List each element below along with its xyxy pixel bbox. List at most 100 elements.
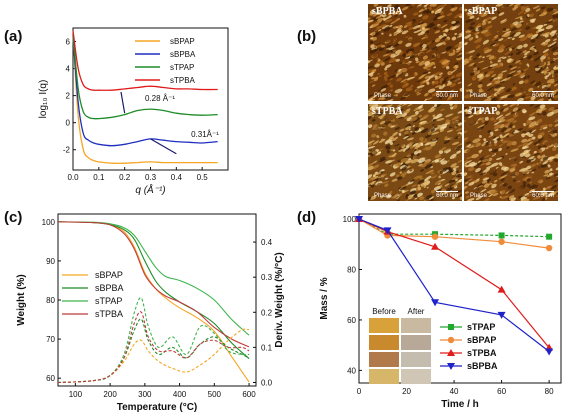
afm-grain xyxy=(472,138,481,144)
afm-image-sbpap: sBPAP Phase 60.0 nm xyxy=(464,4,558,101)
afm-grain xyxy=(379,24,387,29)
afm-grain xyxy=(404,116,410,120)
afm-grain xyxy=(442,167,448,172)
afm-grain xyxy=(470,109,477,113)
afm-grain xyxy=(495,114,504,120)
afm-grain xyxy=(368,110,371,113)
afm-grain xyxy=(493,124,502,130)
legend-label: sBPAP xyxy=(170,37,195,46)
afm-grain xyxy=(406,13,410,18)
afm-grain xyxy=(551,46,558,52)
panel-label-c: (c) xyxy=(4,209,23,226)
afm-grain xyxy=(519,62,522,65)
afm-grain xyxy=(411,131,417,135)
afm-grain xyxy=(515,157,522,163)
afm-grain xyxy=(457,110,462,114)
afm-grain xyxy=(427,119,433,124)
afm-grain xyxy=(379,14,384,17)
afm-grain xyxy=(466,89,471,92)
x-tick-label: 0.0 xyxy=(67,173,79,182)
afm-grain xyxy=(393,160,396,162)
afm-grain xyxy=(368,115,372,121)
afm-grain xyxy=(554,57,558,60)
afm-grain xyxy=(427,71,431,74)
afm-grain xyxy=(540,124,549,129)
afm-grain xyxy=(417,23,427,28)
afm-grain xyxy=(422,43,427,48)
afm-grain xyxy=(418,75,425,80)
afm-grain xyxy=(470,184,477,188)
afm-grain xyxy=(415,60,420,64)
afm-grain xyxy=(510,66,518,70)
afm-grain xyxy=(451,115,460,121)
inset-photo-after-4 xyxy=(401,369,431,384)
annotation-arrow xyxy=(150,138,177,155)
afm-grain xyxy=(479,155,486,161)
afm-grain xyxy=(378,75,382,77)
afm-grain xyxy=(527,51,535,56)
afm-grain xyxy=(481,21,487,26)
afm-grain xyxy=(486,82,492,87)
afm-grain xyxy=(478,4,487,8)
afm-grain xyxy=(445,38,449,41)
afm-grain xyxy=(486,95,492,99)
afm-grain xyxy=(504,122,510,128)
afm-grain xyxy=(485,165,495,169)
afm-grain xyxy=(468,166,475,172)
afm-grain xyxy=(384,67,388,71)
afm-grain xyxy=(451,20,456,24)
afm-grain xyxy=(469,15,475,20)
afm-grain xyxy=(368,111,375,117)
afm-grain xyxy=(433,16,439,21)
afm-grain xyxy=(413,78,419,83)
legend-marker-sTPAP xyxy=(448,324,454,330)
afm-grain xyxy=(539,104,546,109)
afm-grain xyxy=(456,98,461,101)
afm-grain xyxy=(500,166,508,170)
afm-grain xyxy=(476,161,483,166)
afm-grain xyxy=(493,138,497,141)
afm-grain xyxy=(454,62,459,66)
afm-grain xyxy=(555,174,558,178)
afm-grain xyxy=(435,145,442,149)
afm-grain xyxy=(403,135,409,139)
afm-grain xyxy=(418,141,423,144)
afm-grain xyxy=(375,5,383,10)
afm-grain xyxy=(534,104,541,109)
afm-grain xyxy=(423,99,428,101)
plot-frame xyxy=(57,213,257,387)
afm-grain xyxy=(543,174,549,177)
afm-grain xyxy=(381,25,390,30)
afm-grain xyxy=(464,160,469,164)
afm-grain xyxy=(388,74,396,80)
afm-grain xyxy=(527,13,530,18)
afm-grain xyxy=(377,17,384,23)
afm-grain xyxy=(555,167,558,171)
afm-grain xyxy=(382,14,387,18)
afm-grain xyxy=(523,79,529,84)
afm-grain xyxy=(523,50,531,56)
afm-grain xyxy=(398,108,404,112)
afm-grain xyxy=(513,142,517,146)
afm-grain xyxy=(396,199,401,201)
afm-grain xyxy=(390,53,396,58)
afm-grain xyxy=(535,24,544,30)
afm-grain xyxy=(373,77,379,82)
afm-grain xyxy=(500,78,508,82)
afm-grain xyxy=(500,178,505,182)
afm-grain xyxy=(475,5,480,8)
afm-grain xyxy=(495,4,504,7)
afm-grain xyxy=(371,164,380,170)
afm-grain xyxy=(490,81,497,86)
inset-label-before: Before xyxy=(372,307,396,316)
plot-frame xyxy=(72,27,229,171)
afm-grain xyxy=(436,113,443,119)
afm-grain xyxy=(415,45,424,49)
inset-photo-before-3 xyxy=(369,352,399,367)
afm-grain xyxy=(470,162,478,167)
afm-grain xyxy=(416,85,425,89)
panel-label-a: (a) xyxy=(4,28,23,45)
afm-grain xyxy=(482,155,491,159)
afm-grain xyxy=(540,55,547,60)
afm-grain xyxy=(387,8,395,13)
